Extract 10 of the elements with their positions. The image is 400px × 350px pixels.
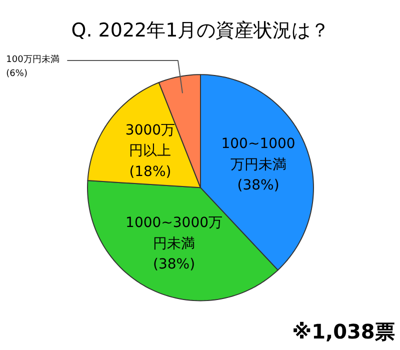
data-label: (18%) — [129, 164, 172, 180]
slice-label: 100~1000万円未満 — [221, 136, 296, 173]
slice-label: 100万円未満 — [6, 54, 60, 65]
text: ※1,038票 — [292, 319, 395, 344]
chart-title: Q. 2022年1月の資産状況は？ — [71, 19, 330, 42]
data-label: (38%) — [237, 178, 280, 194]
data-label: (38%) — [153, 256, 196, 273]
slice-label: 1000~3000万円未満 — [126, 215, 223, 252]
data-label: (6%) — [6, 68, 28, 79]
slice-label: 3000万円以上 — [125, 122, 176, 160]
